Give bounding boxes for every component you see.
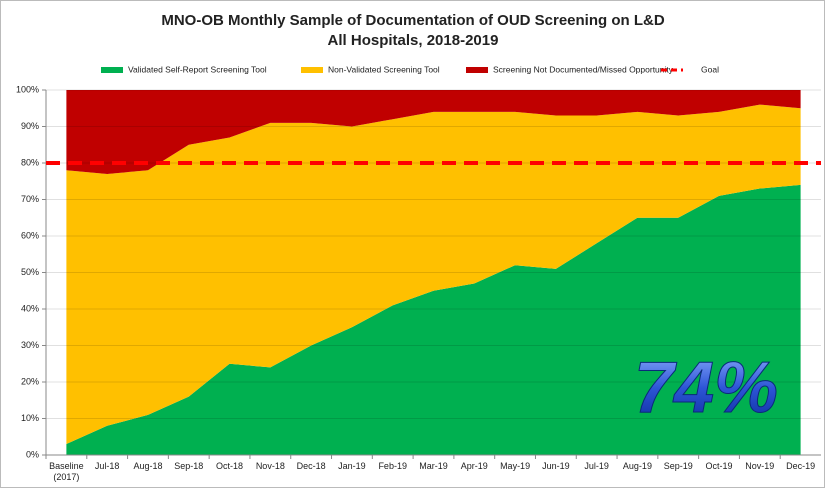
x-tick-label: Oct-18 [216, 461, 244, 471]
legend-swatch [466, 67, 488, 73]
y-tick-label: 90% [21, 121, 39, 131]
x-tick-label: Feb-19 [378, 461, 407, 471]
x-tick-label: Nov-19 [745, 461, 775, 471]
y-tick-label: 70% [21, 194, 39, 204]
x-tick-label: Jan-19 [338, 461, 366, 471]
x-tick-label: May-19 [500, 461, 531, 471]
y-tick-label: 80% [21, 157, 39, 167]
x-tick-label: Sep-18 [174, 461, 204, 471]
x-tick-label: Nov-18 [255, 461, 285, 471]
y-tick-label: 40% [21, 303, 39, 313]
legend-label: Validated Self-Report Screening Tool [128, 64, 267, 74]
x-tick-label: Mar-19 [419, 461, 448, 471]
x-tick-label: Aug-19 [622, 461, 652, 471]
chart-title: MNO-OB Monthly Sample of Documentation o… [161, 12, 665, 29]
y-tick-label: 0% [26, 449, 39, 459]
legend-label: Non-Validated Screening Tool [328, 64, 440, 74]
x-tick-label: Dec-19 [786, 461, 816, 471]
y-tick-label: 30% [21, 340, 39, 350]
legend-label: Goal [701, 64, 719, 74]
chart-subtitle: All Hospitals, 2018-2019 [328, 32, 499, 49]
y-tick-label: 60% [21, 230, 39, 240]
area [66, 184, 801, 455]
legend-label: Screening Not Documented/Missed Opportun… [493, 64, 674, 74]
x-tick-label: Sep-19 [663, 461, 693, 471]
x-tick-label: Jul-19 [584, 461, 609, 471]
x-tick-label: Jul-18 [94, 461, 120, 471]
x-tick-label: Baseline (2017) [49, 461, 84, 482]
area [66, 104, 801, 445]
x-tick-label: Oct-19 [705, 461, 733, 471]
y-tick-label: 10% [21, 413, 39, 423]
legend-swatch [301, 67, 323, 73]
y-tick-label: 20% [21, 376, 39, 386]
annotation: 74% [634, 348, 778, 428]
x-tick-label: Dec-18 [296, 461, 326, 471]
y-tick-label: 50% [21, 267, 39, 277]
x-tick-label: Jun-19 [542, 461, 570, 471]
legend-swatch [101, 67, 123, 73]
area [66, 90, 801, 174]
y-tick-label: 100% [16, 84, 39, 94]
x-tick-label: Apr-19 [460, 461, 488, 471]
x-tick-label: Aug-18 [133, 461, 163, 471]
